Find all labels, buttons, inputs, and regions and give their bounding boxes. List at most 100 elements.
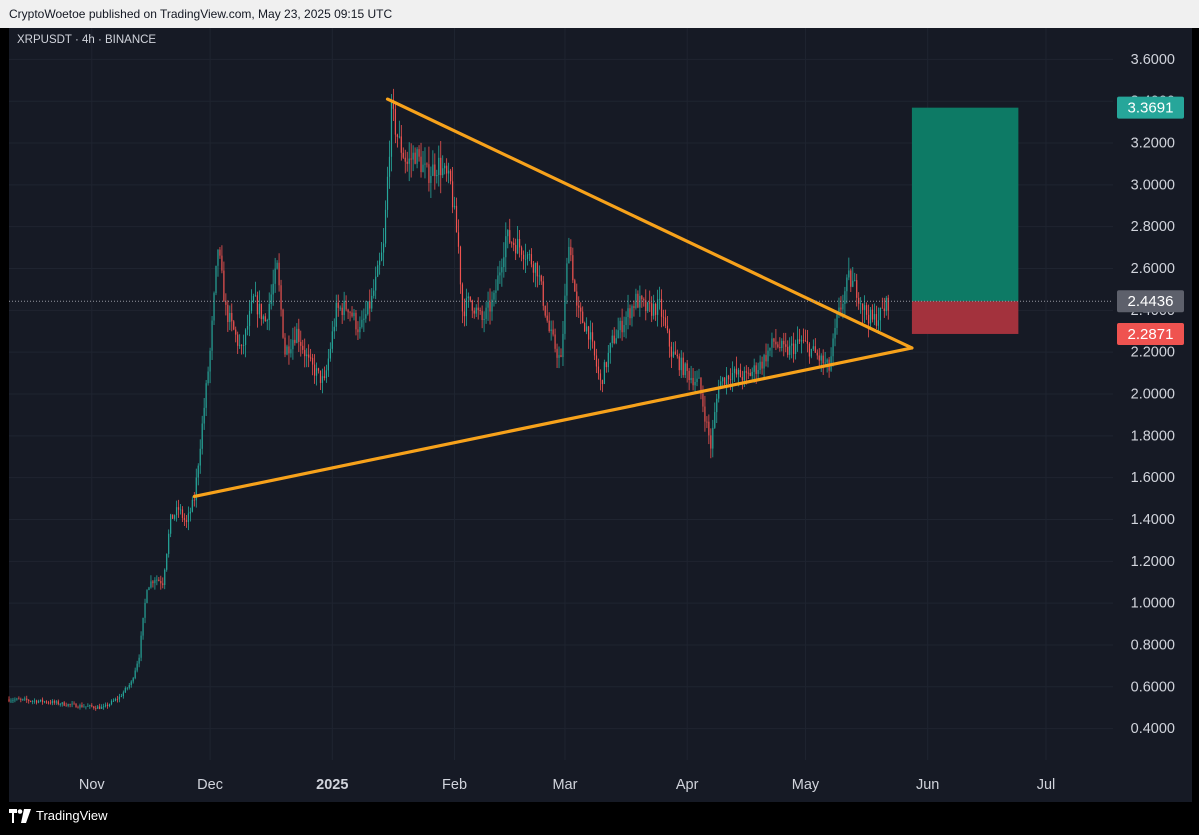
candle-body bbox=[406, 161, 408, 164]
candle bbox=[16, 697, 18, 701]
time-axis[interactable]: Nov Dec 2025 Feb Mar Apr May Jun Jul bbox=[79, 777, 1055, 793]
candle-body bbox=[570, 246, 572, 256]
candle-body bbox=[219, 249, 221, 256]
candle bbox=[312, 353, 314, 376]
candle bbox=[363, 308, 365, 333]
candle-body bbox=[820, 355, 822, 361]
candle-body bbox=[130, 681, 132, 685]
candle bbox=[495, 279, 497, 304]
candle-body bbox=[95, 707, 97, 709]
candle bbox=[824, 351, 826, 366]
candle bbox=[388, 140, 391, 189]
candle bbox=[865, 302, 868, 320]
target-price-label: 3.3691 bbox=[1117, 96, 1184, 119]
triangle-trendlines[interactable] bbox=[192, 97, 914, 499]
candle bbox=[818, 348, 820, 368]
position-zones[interactable] bbox=[911, 107, 1019, 334]
candle bbox=[800, 335, 803, 354]
candle bbox=[684, 362, 686, 378]
candle-body bbox=[357, 329, 359, 333]
upper-trendline[interactable] bbox=[385, 97, 914, 350]
candle-body bbox=[381, 252, 383, 261]
candle bbox=[757, 362, 759, 380]
candle bbox=[85, 706, 87, 710]
candle-body bbox=[706, 421, 708, 423]
candle bbox=[450, 168, 452, 185]
candle bbox=[747, 367, 749, 380]
candle-body bbox=[59, 704, 61, 705]
candle-body bbox=[353, 312, 355, 317]
candle-body bbox=[733, 368, 736, 373]
candle-body bbox=[572, 255, 574, 281]
candle bbox=[91, 703, 93, 708]
candle bbox=[225, 293, 227, 316]
candle bbox=[382, 228, 385, 266]
candle bbox=[601, 379, 603, 393]
candle bbox=[140, 631, 142, 662]
stop-zone[interactable] bbox=[911, 301, 1019, 334]
x-tick-label: Jun bbox=[916, 777, 939, 793]
candle bbox=[629, 304, 631, 326]
candle bbox=[106, 702, 109, 709]
candle-body bbox=[603, 362, 605, 384]
candle-body bbox=[619, 320, 621, 331]
candle bbox=[353, 309, 355, 321]
candle-body bbox=[97, 706, 99, 709]
candle bbox=[493, 290, 495, 307]
candle bbox=[509, 218, 511, 244]
candle-body bbox=[438, 157, 440, 176]
candle-body bbox=[885, 297, 887, 312]
candle-body bbox=[848, 270, 850, 278]
candle-body bbox=[331, 331, 333, 349]
candle bbox=[422, 150, 424, 173]
candle-body bbox=[631, 306, 633, 319]
price-axis[interactable]: 3.60003.40003.20003.00002.80002.60002.40… bbox=[1131, 52, 1175, 737]
candle bbox=[773, 337, 775, 348]
candle bbox=[61, 702, 63, 707]
candle-body bbox=[842, 304, 844, 310]
candle-body bbox=[39, 699, 42, 702]
lower-trendline[interactable] bbox=[192, 346, 914, 499]
candle-body bbox=[499, 272, 501, 276]
candle-body bbox=[651, 303, 653, 316]
candle-body bbox=[455, 205, 458, 233]
candle bbox=[337, 294, 339, 317]
candle-body bbox=[132, 678, 134, 682]
candle bbox=[519, 229, 521, 258]
tradingview-logo[interactable]: TradingView bbox=[9, 808, 108, 823]
candle-body bbox=[79, 705, 81, 708]
candle bbox=[142, 617, 144, 640]
candle-body bbox=[505, 236, 507, 258]
candle bbox=[69, 703, 71, 708]
candle bbox=[175, 500, 178, 522]
candle bbox=[205, 380, 207, 417]
candle-body bbox=[355, 312, 357, 330]
candle-body bbox=[160, 580, 162, 584]
candle bbox=[822, 349, 824, 375]
candle bbox=[586, 317, 588, 335]
candle-body bbox=[321, 376, 324, 383]
candle bbox=[716, 393, 718, 424]
candle bbox=[731, 361, 734, 392]
candle-body bbox=[55, 701, 57, 703]
candle-body bbox=[436, 175, 438, 177]
stop-price-label: 2.2871 bbox=[1117, 322, 1184, 345]
target-zone[interactable] bbox=[911, 107, 1019, 302]
candle bbox=[611, 329, 613, 348]
candle bbox=[89, 704, 91, 709]
candle-body bbox=[485, 307, 487, 319]
candle bbox=[625, 311, 627, 339]
current-price-label-text: 2.4436 bbox=[1128, 293, 1174, 310]
candle bbox=[248, 300, 251, 337]
candle bbox=[627, 294, 629, 330]
candle bbox=[95, 705, 97, 711]
candle bbox=[436, 169, 438, 184]
candle-body bbox=[704, 406, 706, 422]
candle-body bbox=[611, 335, 613, 344]
candlestick-series bbox=[8, 88, 889, 711]
candle bbox=[442, 155, 444, 179]
candle bbox=[278, 253, 280, 292]
candle-body bbox=[785, 344, 787, 347]
candle bbox=[578, 296, 580, 318]
